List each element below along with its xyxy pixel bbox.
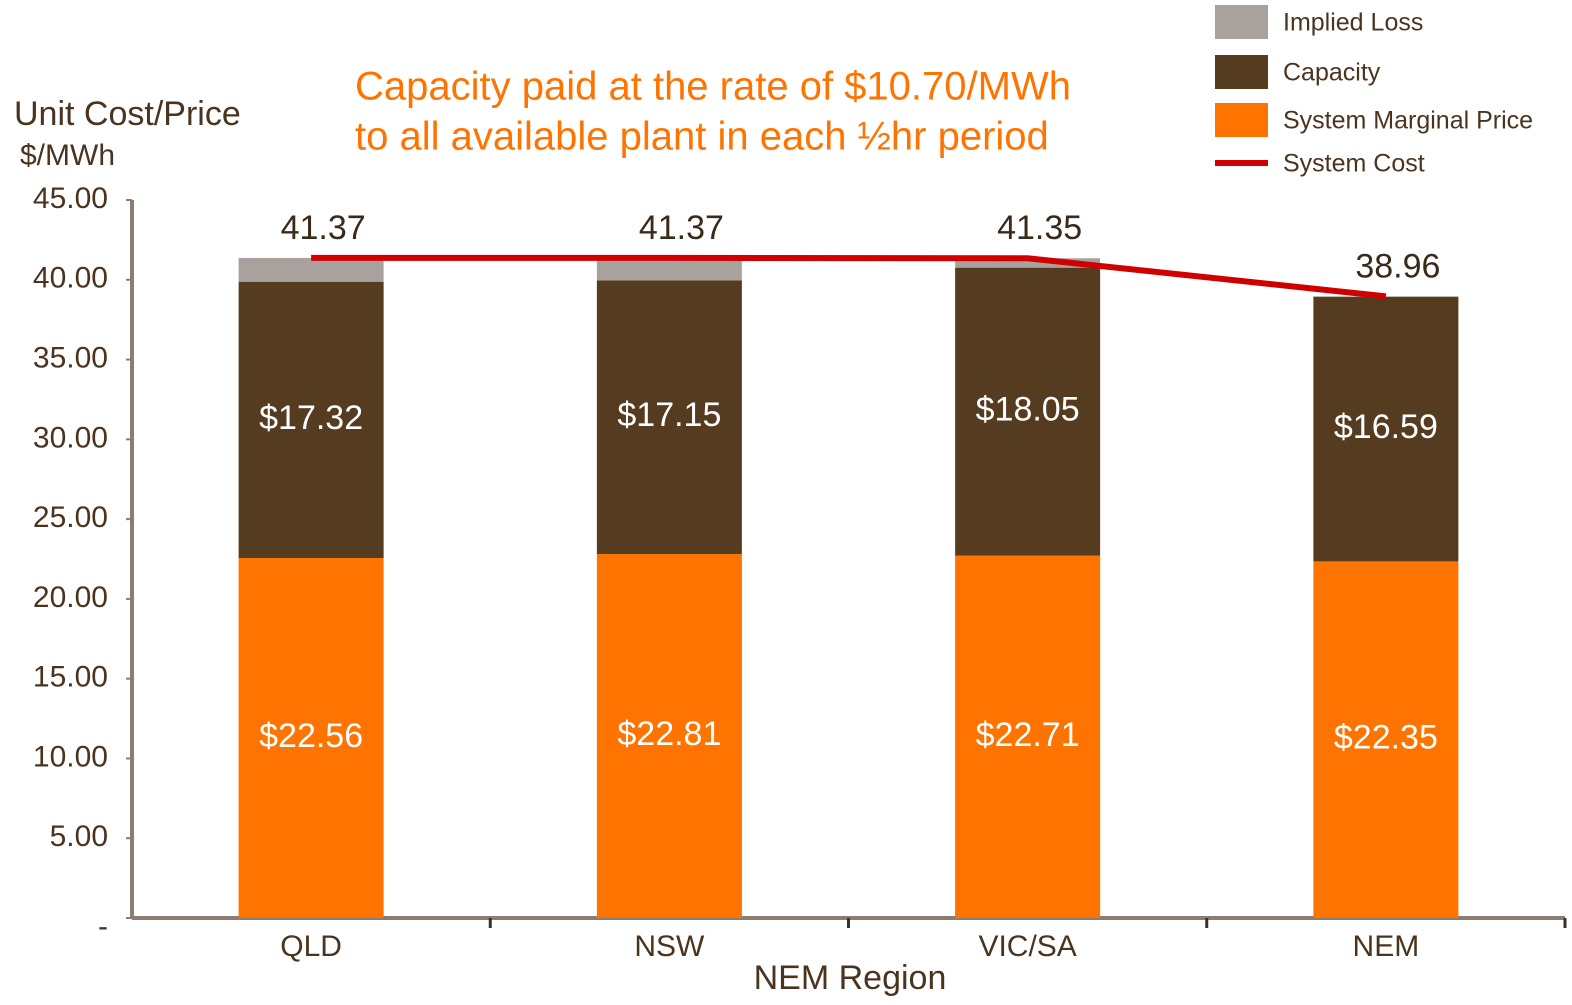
data-label: 41.37 xyxy=(281,209,366,247)
data-label: $16.59 xyxy=(1334,408,1438,446)
bar-segment xyxy=(596,554,742,918)
y-tick-label: 45.00 xyxy=(33,182,108,215)
bar-segment xyxy=(238,257,384,282)
x-tick-label: NEM xyxy=(1353,930,1420,963)
legend-label: Capacity xyxy=(1283,59,1381,87)
bar-segment xyxy=(955,555,1101,918)
y-axis-label: Unit Cost/Price xyxy=(14,95,241,133)
legend-swatch xyxy=(1215,5,1268,39)
data-label: $22.71 xyxy=(976,716,1080,754)
y-tick-label: 10.00 xyxy=(33,740,108,773)
y-tick-label: 15.00 xyxy=(33,661,108,694)
data-label: $17.32 xyxy=(259,399,363,437)
bar-segment xyxy=(238,281,384,559)
data-label: $22.81 xyxy=(617,715,721,753)
legend-swatch xyxy=(1215,55,1268,89)
annotation: Capacity paid at the rate of $10.70/MWh xyxy=(355,65,1071,109)
bar-segment xyxy=(596,280,742,555)
line-series xyxy=(311,254,1387,300)
y-tick-label: 40.00 xyxy=(33,262,108,295)
x-axis-label: NEM Region xyxy=(754,959,947,997)
x-tick-label: VIC/SA xyxy=(978,930,1076,963)
bar-segment xyxy=(238,558,384,918)
bar-segment xyxy=(1313,561,1459,918)
data-label: $22.35 xyxy=(1334,719,1438,757)
legend-label: System Marginal Price xyxy=(1283,107,1533,135)
legend-label: Implied Loss xyxy=(1283,9,1423,37)
y-tick-label: 20.00 xyxy=(33,581,108,614)
legend-label: System Cost xyxy=(1283,150,1425,178)
data-label: $17.15 xyxy=(617,396,721,434)
bar-segment xyxy=(955,267,1101,556)
data-label: 38.96 xyxy=(1355,247,1440,285)
bar-segment xyxy=(596,257,742,281)
bar-segment xyxy=(955,258,1101,268)
annotation: to all available plant in each ½hr perio… xyxy=(355,115,1049,159)
legend-swatch xyxy=(1215,160,1268,166)
x-tick-label: NSW xyxy=(634,930,705,963)
data-label: $22.56 xyxy=(259,717,363,755)
data-label: 41.35 xyxy=(997,209,1082,247)
y-axis-label: $/MWh xyxy=(20,139,115,172)
y-tick-label: - xyxy=(98,910,108,943)
data-label: $18.05 xyxy=(976,391,1080,429)
data-label: 41.37 xyxy=(639,209,724,247)
y-tick-label: 5.00 xyxy=(50,820,108,853)
bar-segment xyxy=(1313,296,1459,562)
legend-swatch xyxy=(1215,103,1268,137)
y-tick-label: 35.00 xyxy=(33,341,108,374)
x-tick-label: QLD xyxy=(280,930,342,963)
y-tick-label: 30.00 xyxy=(33,421,108,454)
y-tick-label: 25.00 xyxy=(33,501,108,534)
